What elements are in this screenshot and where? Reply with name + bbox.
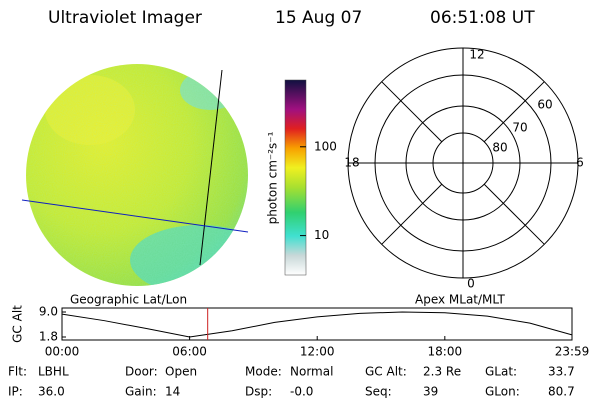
y-tick-label: 9.0	[39, 305, 58, 319]
info-label: Dsp:	[245, 385, 272, 399]
info-label: IP:	[8, 385, 23, 399]
info-value: 39	[423, 385, 438, 399]
x-tick-label: 23:59	[555, 345, 590, 359]
info-value: 36.0	[38, 385, 65, 399]
info-value: Open	[165, 365, 197, 379]
info-value: -0.0	[290, 385, 313, 399]
info-label: Mode:	[245, 365, 282, 379]
altitude-line	[61, 311, 573, 338]
mlt-label: 6	[576, 156, 584, 170]
time: 06:51:08 UT	[430, 8, 535, 28]
polar-spoke	[483, 81, 545, 143]
info-label: GLat:	[485, 365, 517, 379]
info-value: 80.7	[548, 385, 575, 399]
title: Ultraviolet Imager	[48, 8, 202, 28]
info-label: Flt:	[8, 365, 27, 379]
x-tick-label: 06:00	[172, 345, 207, 359]
colorbar-tick-label: 100	[314, 139, 337, 153]
info-value: 2.3 Re	[423, 365, 461, 379]
mlat-label: 70	[512, 121, 527, 135]
polar-grid	[347, 47, 579, 279]
colorbar-tick-label: 10	[314, 228, 329, 242]
info-label: Door:	[125, 365, 158, 379]
info-label: Gain:	[125, 385, 157, 399]
parallel	[21, 199, 249, 233]
date: 15 Aug 07	[275, 8, 362, 28]
info-label: GLon:	[485, 385, 520, 399]
plot-title: Geographic Lat/Lon	[70, 293, 187, 307]
plot-title: Apex MLat/MLT	[415, 293, 505, 307]
uv-image	[26, 64, 248, 286]
x-tick-label: 00:00	[45, 345, 80, 359]
colorbar-label: photon cm⁻²s⁻¹	[266, 131, 280, 224]
info-value: 33.7	[548, 365, 575, 379]
info-value: 14	[165, 385, 180, 399]
colorbar	[284, 79, 307, 276]
mlt-label: 0	[467, 277, 475, 291]
info-label: GC Alt:	[365, 365, 407, 379]
polar-spoke	[381, 81, 443, 143]
mlt-label: 18	[344, 156, 359, 170]
x-tick-label: 12:00	[300, 345, 335, 359]
polar-spoke	[483, 183, 545, 245]
polar-spoke	[381, 183, 443, 245]
mlat-label: 60	[537, 98, 552, 112]
x-tick-label: 18:00	[428, 345, 463, 359]
mlt-label: 12	[469, 48, 484, 62]
plot-frame	[61, 307, 573, 341]
y-tick-label: 1.8	[39, 330, 58, 344]
meridian	[199, 69, 223, 266]
mlat-label: 80	[492, 141, 507, 155]
info-value: Normal	[290, 365, 333, 379]
info-label: Seq:	[365, 385, 392, 399]
y-axis-label: GC Alt	[11, 305, 25, 343]
info-value: LBHL	[38, 365, 69, 379]
